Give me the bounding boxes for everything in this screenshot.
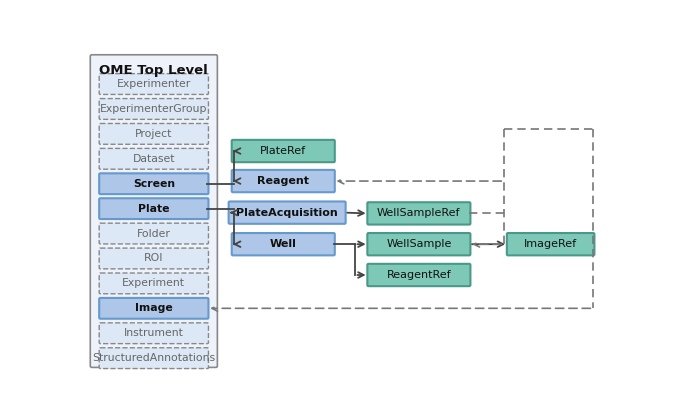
FancyBboxPatch shape	[232, 233, 335, 255]
FancyBboxPatch shape	[99, 273, 208, 294]
FancyBboxPatch shape	[99, 248, 208, 269]
Text: WellSampleRef: WellSampleRef	[377, 209, 460, 218]
FancyBboxPatch shape	[99, 148, 208, 169]
Text: ExperimenterGroup: ExperimenterGroup	[100, 104, 208, 114]
FancyBboxPatch shape	[229, 201, 346, 224]
FancyBboxPatch shape	[367, 202, 471, 224]
FancyBboxPatch shape	[99, 74, 208, 94]
Text: Well: Well	[270, 239, 297, 249]
FancyBboxPatch shape	[90, 55, 217, 367]
FancyBboxPatch shape	[99, 99, 208, 120]
FancyBboxPatch shape	[99, 123, 208, 144]
Text: PlateAcquisition: PlateAcquisition	[236, 208, 338, 218]
Text: OME Top Level: OME Top Level	[99, 64, 208, 76]
Text: Project: Project	[135, 129, 173, 139]
FancyBboxPatch shape	[99, 173, 208, 194]
Text: WellSample: WellSample	[386, 239, 451, 249]
Text: PlateRef: PlateRef	[260, 146, 306, 156]
Text: Screen: Screen	[133, 179, 175, 189]
Text: ReagentRef: ReagentRef	[386, 270, 451, 280]
Text: ImageRef: ImageRef	[524, 239, 577, 249]
FancyBboxPatch shape	[99, 223, 208, 244]
Text: Instrument: Instrument	[124, 328, 184, 338]
FancyBboxPatch shape	[99, 298, 208, 319]
FancyBboxPatch shape	[507, 233, 595, 255]
Text: StructuredAnnotations: StructuredAnnotations	[92, 353, 215, 363]
FancyBboxPatch shape	[99, 198, 208, 219]
Text: Reagent: Reagent	[258, 176, 309, 186]
FancyBboxPatch shape	[232, 140, 335, 162]
FancyBboxPatch shape	[232, 170, 335, 192]
Text: Dataset: Dataset	[133, 154, 175, 164]
FancyBboxPatch shape	[367, 264, 471, 286]
Text: Plate: Plate	[138, 204, 170, 214]
FancyBboxPatch shape	[367, 233, 471, 255]
Text: Experiment: Experiment	[123, 278, 186, 288]
Text: Experimenter: Experimenter	[116, 79, 191, 89]
Text: Image: Image	[135, 303, 173, 314]
FancyBboxPatch shape	[99, 348, 208, 369]
Text: Folder: Folder	[137, 229, 171, 239]
FancyBboxPatch shape	[99, 323, 208, 344]
Text: ROI: ROI	[144, 253, 164, 263]
